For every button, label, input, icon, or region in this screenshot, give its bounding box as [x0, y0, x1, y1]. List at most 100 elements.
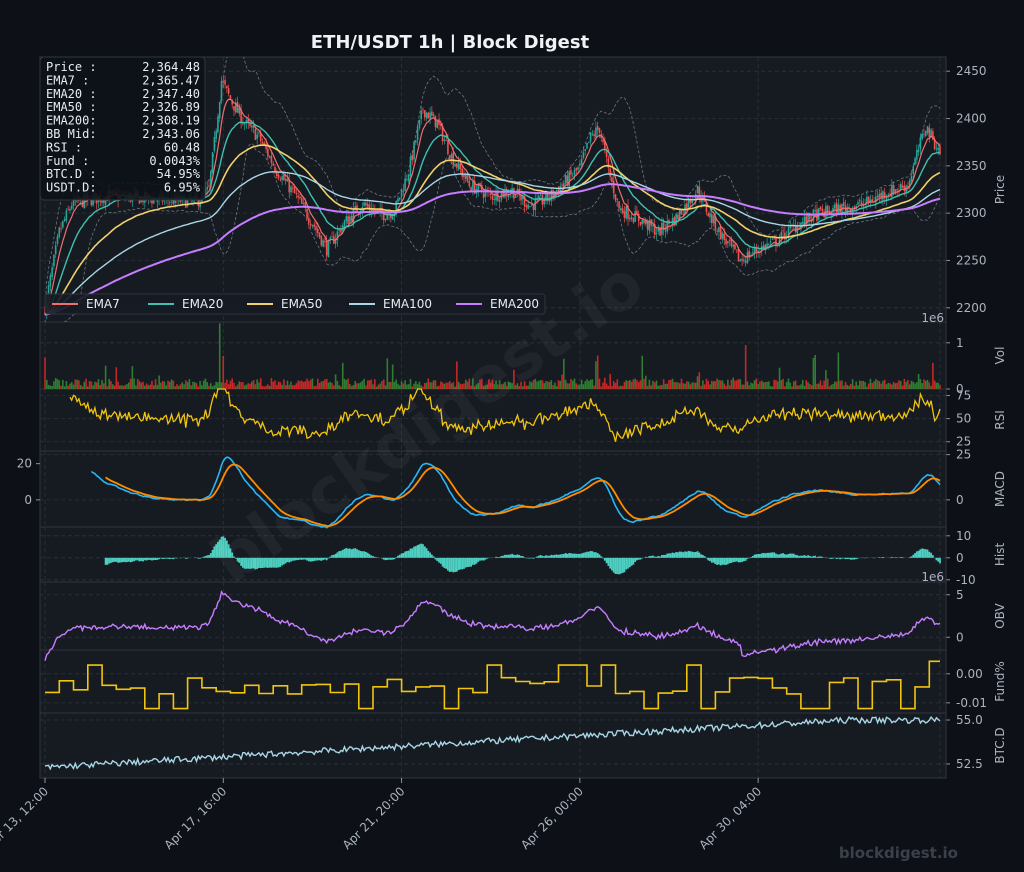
candle-body	[70, 205, 73, 209]
candle-body	[448, 155, 451, 159]
candle-body	[498, 200, 501, 202]
volume-bar	[336, 380, 339, 389]
hist-bar	[817, 556, 820, 558]
hist-bar	[805, 555, 808, 558]
candle-body	[429, 112, 431, 119]
candle-body	[789, 225, 792, 228]
hist-bar	[931, 555, 934, 558]
volume-bar	[810, 385, 813, 389]
candle-body	[418, 119, 421, 129]
candle-body	[885, 196, 888, 200]
volume-bar	[566, 383, 569, 389]
volume-bar	[83, 381, 86, 389]
candle-body	[290, 186, 292, 193]
hist-bar	[737, 557, 740, 563]
volume-bar	[604, 377, 606, 389]
y-tick-label: 50	[956, 412, 971, 426]
candle-body	[696, 185, 699, 194]
candle-body	[522, 196, 524, 200]
hist-bar	[782, 553, 785, 558]
candle-body	[794, 224, 797, 233]
volume-bar	[789, 382, 792, 389]
volume-bar	[648, 379, 651, 389]
volume-bar	[675, 382, 677, 389]
hist-bar	[381, 557, 383, 559]
hist-bar	[438, 557, 440, 563]
hist-bar	[716, 557, 719, 565]
hist-bar	[682, 552, 685, 558]
volume-bar	[821, 385, 824, 389]
volume-bar	[775, 380, 777, 389]
info-label: EMA200:	[46, 114, 97, 128]
volume-bar	[805, 380, 808, 389]
hist-bar	[527, 557, 530, 559]
volume-bar	[422, 386, 424, 389]
hist-bar	[791, 553, 793, 558]
volume-bar	[645, 375, 647, 389]
hist-bar	[186, 557, 189, 559]
volume-bar	[896, 382, 899, 389]
volume-bar	[366, 380, 369, 389]
hist-bar	[846, 557, 849, 560]
volume-bar	[611, 385, 613, 389]
hist-bar	[901, 557, 904, 558]
candle-body	[935, 148, 938, 150]
candle-body	[591, 133, 594, 135]
volume-bar	[370, 379, 373, 389]
hist-bar	[300, 557, 303, 560]
hist-bar	[220, 536, 223, 558]
y-tick-label: 25	[956, 435, 971, 449]
candle-body	[678, 210, 681, 219]
hist-bar	[311, 557, 314, 562]
volume-bar	[842, 385, 845, 389]
volume-bar	[374, 379, 376, 389]
hist-bar	[543, 556, 546, 558]
volume-bar	[156, 384, 159, 389]
ema200-line	[44, 183, 941, 316]
candle-body	[907, 185, 909, 188]
candle-body	[229, 95, 232, 100]
info-label: RSI :	[46, 140, 82, 154]
candle-body	[452, 152, 455, 166]
hist-bar	[461, 557, 464, 570]
volume-bar	[880, 383, 882, 389]
candle-body	[366, 203, 369, 207]
volume-bar	[283, 379, 285, 389]
volume-bar	[434, 380, 437, 389]
hist-bar	[721, 557, 724, 565]
volume-bar	[905, 381, 907, 389]
volume-bar	[443, 383, 446, 389]
volume-bar	[325, 378, 328, 389]
volume-bar	[254, 384, 257, 389]
volume-bar	[464, 379, 467, 389]
hist-bar	[882, 556, 884, 558]
hist-bar	[284, 557, 287, 564]
volume-bar	[300, 380, 303, 389]
hist-bar	[614, 557, 617, 574]
volume-bar	[252, 380, 255, 389]
y-tick-label: 52.5	[956, 757, 983, 771]
volume-bar	[279, 382, 282, 389]
hist-bar	[662, 554, 665, 558]
candle-body	[557, 188, 560, 194]
candle-body	[853, 206, 856, 209]
hist-bar	[241, 557, 244, 568]
volume-bar	[427, 378, 430, 389]
candle-body	[903, 186, 906, 192]
volume-bar	[514, 385, 517, 389]
hist-bar	[800, 555, 802, 558]
volume-bar	[532, 379, 535, 389]
hist-bar	[521, 556, 524, 558]
volume-bar	[329, 381, 332, 389]
hist-bar	[734, 557, 736, 562]
volume-bar	[240, 382, 242, 389]
hist-bar	[422, 544, 424, 558]
hist-bar	[783, 554, 786, 558]
hist-bar	[848, 557, 850, 559]
candle-body	[732, 244, 734, 247]
hist-bar	[448, 557, 451, 572]
volume-bar	[439, 381, 442, 389]
volume-bar	[236, 384, 239, 389]
hist-bar	[787, 553, 790, 558]
hist-bar	[277, 557, 280, 568]
